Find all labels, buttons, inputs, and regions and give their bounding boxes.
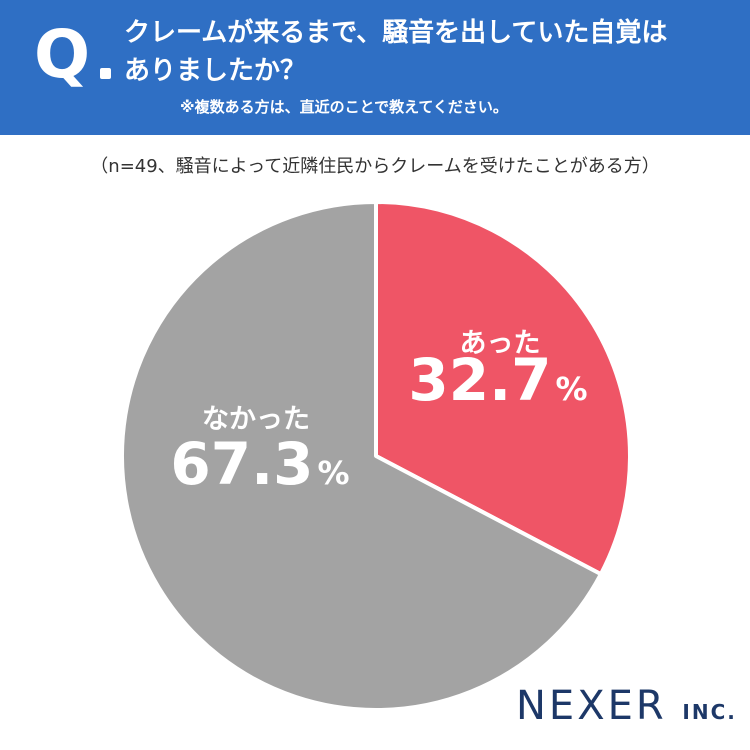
question-text-line1: クレームが来るまで、騒音を出していた自覚は xyxy=(124,18,668,48)
sample-note: （n=49、騒音によって近隣住民からクレームを受けたことがある方） xyxy=(90,156,660,177)
question-header: Q クレームが来るまで、騒音を出していた自覚は ありましたか？ ※複数ある方は、… xyxy=(0,0,750,135)
q-dot-icon xyxy=(100,68,111,79)
slice-label: なかった xyxy=(202,404,310,435)
slice-value: 32.7% xyxy=(408,346,587,414)
q-mark: Q xyxy=(34,16,91,93)
logo-suffix: INC. xyxy=(682,700,737,724)
slice-value: 67.3% xyxy=(170,430,349,498)
logo-name: NEXER xyxy=(516,683,667,729)
slice-label: あった xyxy=(460,328,541,359)
question-note: ※複数ある方は、直近のことで教えてください。 xyxy=(180,98,508,116)
pie-slice-nakatta xyxy=(120,200,603,712)
nexer-logo: NEXER INC. xyxy=(516,686,737,726)
pie-slice-atta xyxy=(374,200,632,577)
question-text-line2: ありましたか？ xyxy=(124,56,307,86)
